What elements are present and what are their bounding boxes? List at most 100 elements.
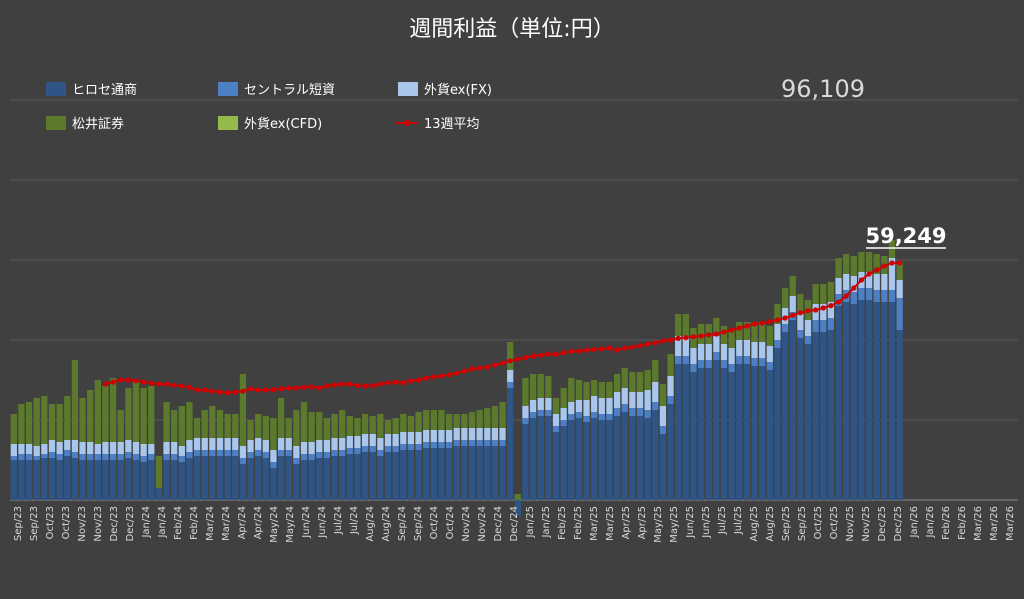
bar-matsui <box>247 420 254 440</box>
avg-point <box>293 385 299 391</box>
bar-central <box>300 454 308 460</box>
avg-point <box>645 341 651 347</box>
avg-point <box>102 381 109 387</box>
x-tick-label: Dec/24 <box>493 506 504 541</box>
bar-hirose <box>216 456 224 500</box>
bar-central <box>507 382 514 388</box>
avg-point <box>751 321 758 327</box>
bar-matsui <box>759 322 766 342</box>
bar-hirose <box>125 458 132 500</box>
avg-point <box>721 329 727 335</box>
bar-hirose <box>583 422 590 500</box>
bar-central <box>102 454 109 460</box>
bar-hirose <box>102 460 109 500</box>
bar-central <box>56 454 63 460</box>
bar-matsui <box>507 342 514 370</box>
bar-matsui <box>766 326 773 346</box>
bar-gaika-fx <box>484 428 491 440</box>
bar-matsui <box>713 318 720 336</box>
bar-central <box>820 320 827 332</box>
bar-gaika-fx <box>743 340 751 356</box>
x-tick-label: May/24 <box>285 506 296 543</box>
bar-hirose <box>171 460 178 500</box>
bar-hirose <box>537 416 544 500</box>
bar-matsui <box>117 410 124 442</box>
avg-point <box>538 352 544 358</box>
bar-gaika-fx <box>850 276 857 292</box>
bar-matsui <box>552 398 560 414</box>
bar-gaika-fx <box>881 274 888 290</box>
bar-matsui <box>354 418 361 436</box>
avg-point <box>347 381 353 387</box>
x-tick-label: Mar/24 <box>221 506 232 541</box>
bar-hirose <box>728 372 735 500</box>
avg-point <box>515 356 521 362</box>
bar-central <box>255 450 262 456</box>
bar-central <box>461 440 468 446</box>
bar-matsui <box>896 262 903 280</box>
bar-hirose <box>300 460 308 500</box>
bar-central <box>591 412 598 418</box>
bar-hirose <box>255 456 262 500</box>
bar-central <box>545 410 552 416</box>
bar-hirose <box>331 456 338 500</box>
bar-matsui <box>178 406 185 446</box>
avg-point <box>377 381 383 387</box>
bar-matsui <box>827 282 835 302</box>
bar-hirose <box>308 460 315 500</box>
bar-matsui <box>743 322 751 340</box>
bar-gaika-fx <box>476 428 483 440</box>
x-tick-label: Oct/23 <box>45 506 56 539</box>
bar-central <box>652 402 659 410</box>
bar-gaika-fx <box>361 434 369 446</box>
avg-point <box>713 331 719 337</box>
bar-hirose <box>606 420 613 500</box>
bar-gaika-fx <box>178 446 185 456</box>
bar-hirose <box>178 462 185 500</box>
bar-central <box>438 442 445 448</box>
bar-central <box>774 340 781 348</box>
avg-point <box>591 347 597 353</box>
bar-gaika-fx <box>33 446 40 456</box>
bar-hirose <box>369 452 376 500</box>
bar-central <box>743 356 751 364</box>
bar-matsui <box>392 418 399 434</box>
bar-gaika-fx <box>232 438 239 450</box>
avg-point <box>583 347 590 353</box>
bar-central <box>346 448 353 454</box>
bar-matsui <box>682 314 689 336</box>
avg-point <box>156 381 162 387</box>
bar-hirose <box>766 370 773 500</box>
bar-gaika-fx <box>468 428 476 440</box>
bar-hirose <box>25 460 33 500</box>
avg-point <box>736 325 742 331</box>
x-tick-label: Jul/24 <box>333 506 344 535</box>
x-tick-label: Sep/24 <box>397 506 408 541</box>
bar-gaika-fx <box>102 442 109 454</box>
bar-hirose <box>354 454 361 500</box>
bar-central <box>71 452 79 458</box>
bar-matsui <box>423 410 430 430</box>
x-tick-label: Aug/24 <box>381 506 392 542</box>
bar-hirose <box>247 458 254 500</box>
x-tick-label: Oct/23 <box>61 506 72 539</box>
bar-matsui <box>499 402 506 428</box>
bar-matsui <box>369 416 376 434</box>
bar-gaika-fx <box>659 406 667 426</box>
bar-matsui <box>865 252 873 272</box>
avg-point <box>522 355 529 361</box>
bar-hirose <box>71 458 79 500</box>
x-tick-label: Jan/26 <box>925 506 936 539</box>
x-tick-label: Sep/23 <box>29 506 40 541</box>
bar-central <box>224 450 231 456</box>
bar-matsui <box>155 456 163 488</box>
bar-matsui <box>591 380 598 396</box>
bar-matsui <box>636 372 644 392</box>
bar-gaika-fx <box>644 390 651 410</box>
avg-point <box>881 263 887 269</box>
bar-matsui <box>125 388 132 440</box>
bar-gaika-fx <box>896 280 903 298</box>
bar-central <box>484 440 491 446</box>
bar-hirose <box>163 460 170 500</box>
x-tick-label: Feb/26 <box>957 506 968 540</box>
